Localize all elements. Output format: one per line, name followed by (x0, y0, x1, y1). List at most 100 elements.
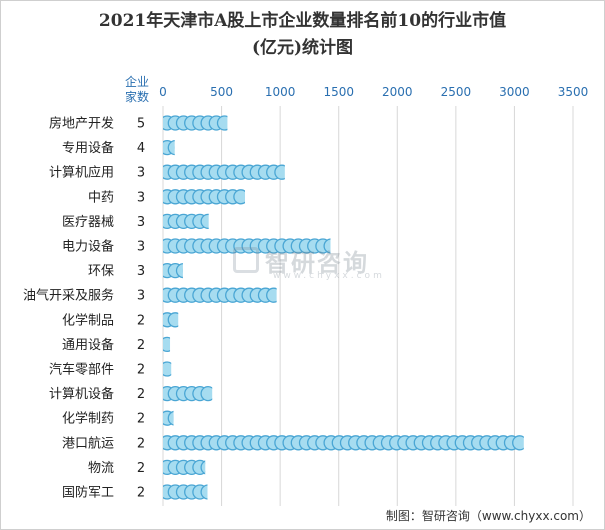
category-label: 物流 (88, 461, 114, 476)
watermark-logo-icon (233, 247, 259, 273)
bar-row: 油气开采及服务 3 (23, 287, 277, 304)
chart-title-line2: (亿元)统计图 (251, 38, 354, 58)
bar-row: 计算机设备 2 (49, 385, 213, 402)
count-label: 3 (137, 190, 145, 205)
category-label: 汽车零部件 (49, 362, 114, 378)
category-label: 化学制品 (62, 312, 114, 328)
bar-bead (163, 361, 172, 377)
count-label: 2 (137, 338, 145, 353)
watermark: 智研咨询 www.chyxx.com (233, 243, 383, 283)
count-label: 3 (137, 264, 145, 279)
count-label: 4 (137, 141, 145, 156)
bar-bead (274, 164, 285, 180)
bar-bead (167, 139, 175, 156)
x-tick-label: 2500 (441, 85, 472, 99)
bar (163, 164, 285, 180)
bar-bead (200, 385, 213, 402)
category-label: 中药 (88, 190, 114, 205)
category-label: 计算机设备 (49, 386, 114, 402)
category-label: 医疗器械 (62, 215, 114, 230)
watermark-text: 智研咨询 (265, 249, 369, 277)
x-tick-labels: 0 500 1000 1500 2000 2500 3000 3500 (159, 85, 588, 99)
chart-title-line1: 2021年天津市A股上市企业数量排名前10的行业市值 (98, 11, 507, 31)
category-label: 通用设备 (62, 337, 114, 353)
count-label: 2 (137, 461, 145, 476)
bar-row: 化学制药 2 (62, 410, 174, 427)
count-label: 2 (137, 313, 145, 328)
bar-row: 港口航运 2 (62, 435, 524, 451)
bar-bead (233, 189, 245, 205)
bar-bead (167, 410, 174, 426)
x-tick-label: 0 (159, 85, 167, 99)
category-label: 电力设备 (62, 239, 114, 255)
count-label: 2 (137, 436, 145, 451)
count-label: 2 (137, 363, 145, 378)
bar-row: 国防军工 2 (62, 484, 208, 501)
bar-bead (200, 484, 208, 500)
bar (163, 287, 277, 303)
source-note: 制图：智研咨询（www.chyxx.com） (385, 509, 591, 523)
bar-row: 计算机应用 3 (49, 164, 285, 181)
bar (163, 213, 209, 230)
count-header-line1: 企业 (125, 74, 149, 89)
bar (163, 435, 524, 451)
bar-row: 医疗器械 3 (62, 213, 209, 230)
category-label: 环保 (88, 264, 114, 279)
count-label: 3 (137, 215, 145, 230)
category-label: 国防军工 (62, 485, 114, 501)
x-tick-label: 3500 (558, 85, 589, 99)
count-label: 3 (137, 240, 145, 255)
watermark-url: www.chyxx.com (273, 271, 385, 281)
bar-bead (175, 262, 183, 279)
bar (163, 459, 206, 476)
bar (163, 312, 179, 328)
bar (163, 115, 228, 131)
bar-bead (200, 460, 206, 475)
count-label: 3 (137, 166, 145, 181)
count-label: 2 (137, 486, 145, 501)
bar-row: 物流 2 (88, 459, 206, 476)
bar-bead (266, 287, 277, 303)
category-label: 油气开采及服务 (23, 288, 114, 304)
count-label: 3 (137, 289, 145, 304)
bar-bead (512, 435, 524, 451)
bar-bead (323, 238, 331, 254)
bar (163, 262, 183, 279)
bar-row: 汽车零部件 2 (49, 361, 172, 378)
bar-row: 专用设备 4 (62, 139, 175, 156)
bar-row: 中药 3 (88, 189, 245, 205)
bar (163, 410, 174, 426)
chart-title: 2021年天津市A股上市企业数量排名前10的行业市值 (亿元)统计图 (0, 8, 605, 62)
bar-bead (167, 312, 179, 328)
bar (163, 238, 331, 254)
bar (163, 361, 172, 377)
x-tick-label: 1000 (265, 85, 296, 99)
category-label: 专用设备 (62, 140, 114, 156)
bar (163, 484, 208, 500)
bar-row: 环保 3 (88, 262, 183, 279)
bar (163, 189, 245, 205)
bar-bead (200, 213, 209, 230)
bar-bead (163, 336, 171, 353)
category-label: 计算机应用 (49, 165, 114, 181)
x-tick-label: 500 (210, 85, 233, 99)
count-label: 2 (137, 412, 145, 427)
x-tick-label: 3000 (499, 85, 530, 99)
bar-row: 通用设备 2 (62, 336, 171, 353)
bar (163, 139, 175, 156)
bar (163, 385, 213, 402)
bar (163, 336, 171, 353)
bar-row: 化学制品 2 (62, 312, 179, 328)
bar-row: 电力设备 3 (62, 238, 331, 255)
x-tick-label: 1500 (323, 85, 354, 99)
x-tick-label: 2000 (382, 85, 413, 99)
bar-row: 房地产开发 5 (49, 115, 228, 132)
count-header-line2: 家数 (125, 89, 149, 104)
category-label: 化学制药 (62, 411, 114, 427)
category-label: 港口航运 (62, 435, 114, 451)
count-label: 2 (137, 387, 145, 402)
count-label: 5 (137, 117, 145, 132)
bar-bead (216, 115, 228, 131)
